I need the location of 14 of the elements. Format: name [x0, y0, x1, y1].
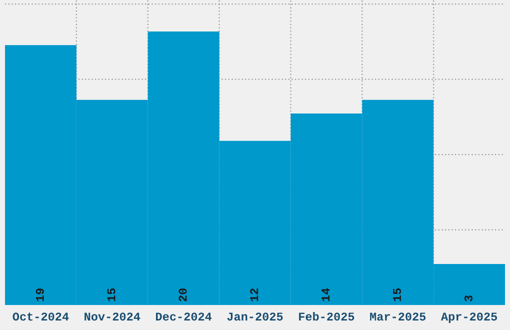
data-label: 19	[36, 288, 44, 302]
data-label: 14	[322, 288, 330, 302]
data-label: 15	[393, 288, 402, 302]
x-tick-label: Nov-2024	[84, 312, 140, 321]
x-tick-label: Dec-2024	[156, 312, 212, 321]
data-label: 3	[464, 295, 472, 302]
x-tick-label: Feb-2025	[299, 312, 354, 321]
data-label: 15	[107, 288, 116, 302]
data-label: 12	[250, 288, 258, 302]
x-tick-label: Apr-2025	[440, 312, 498, 323]
x-tick-label: Mar-2025	[370, 312, 426, 321]
x-tick-label: Oct-2024	[12, 312, 69, 321]
data-label: 20	[178, 288, 187, 302]
x-tick-label: Jan-2025	[227, 312, 283, 321]
